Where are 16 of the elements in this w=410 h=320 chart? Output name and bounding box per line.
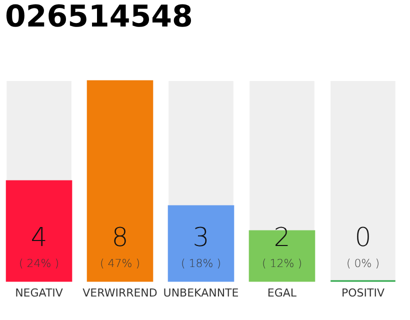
data-label: 3 (192, 223, 210, 253)
data-label: 0 (354, 223, 372, 253)
x-tick-label: VERWIRREND (82, 286, 158, 300)
x-tick-label: NEGATIV (15, 286, 64, 300)
data-label: 2 (274, 223, 290, 253)
annotation: ( 47% ) (100, 257, 140, 270)
annotation: ( 12% ) (262, 257, 302, 270)
data-label: 4 (30, 223, 48, 253)
chart-title: 026514548 (5, 0, 193, 34)
x-tick-label: UNBEKANNTE (163, 286, 239, 300)
annotation: ( 18% ) (180, 257, 222, 270)
x-tick-label: POSITIV (341, 286, 385, 300)
data-label: 8 (112, 223, 128, 253)
annotation: ( 0% ) (346, 257, 380, 270)
annotation: ( 24% ) (19, 257, 60, 270)
x-tick-label: EGAL (267, 286, 298, 300)
